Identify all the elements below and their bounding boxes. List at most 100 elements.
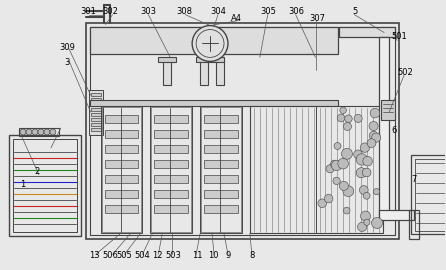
Bar xyxy=(90,26,395,235)
Bar xyxy=(154,175,188,183)
Text: 301: 301 xyxy=(81,7,97,16)
Bar xyxy=(9,135,81,237)
Bar xyxy=(409,210,419,239)
Text: 13: 13 xyxy=(89,251,100,260)
Text: 306: 306 xyxy=(289,7,305,16)
Text: 8: 8 xyxy=(249,251,255,260)
Bar xyxy=(90,100,339,106)
Bar xyxy=(158,58,176,62)
Circle shape xyxy=(337,114,345,122)
Bar xyxy=(200,60,208,85)
Circle shape xyxy=(26,129,32,135)
Bar xyxy=(381,100,395,120)
Circle shape xyxy=(38,129,44,135)
Text: 503: 503 xyxy=(165,251,181,260)
Text: 3: 3 xyxy=(64,58,70,67)
Circle shape xyxy=(363,192,370,199)
Text: 10: 10 xyxy=(208,251,218,260)
Circle shape xyxy=(333,177,340,185)
Bar xyxy=(154,115,188,123)
Circle shape xyxy=(356,154,368,165)
Circle shape xyxy=(364,219,370,225)
Circle shape xyxy=(370,108,380,118)
Bar xyxy=(154,160,188,168)
Text: 501: 501 xyxy=(391,32,407,41)
Bar xyxy=(89,90,103,135)
Bar xyxy=(339,26,395,36)
Circle shape xyxy=(369,122,378,131)
Circle shape xyxy=(367,139,376,147)
Bar xyxy=(105,190,138,198)
Text: 305: 305 xyxy=(260,7,276,16)
Circle shape xyxy=(20,129,26,135)
Bar xyxy=(201,107,241,232)
Text: 302: 302 xyxy=(103,7,119,16)
Circle shape xyxy=(339,181,348,190)
Circle shape xyxy=(192,26,228,61)
Circle shape xyxy=(359,185,368,194)
Text: 307: 307 xyxy=(310,14,326,23)
Text: 304: 304 xyxy=(210,7,226,16)
Bar xyxy=(91,113,101,116)
Text: 504: 504 xyxy=(135,251,150,260)
Text: 505: 505 xyxy=(117,251,132,260)
Bar xyxy=(379,210,414,220)
Bar xyxy=(204,190,238,198)
Circle shape xyxy=(50,129,56,135)
Bar xyxy=(91,108,101,111)
Text: 2: 2 xyxy=(34,167,40,176)
Text: 309: 309 xyxy=(59,43,75,52)
Text: 5: 5 xyxy=(353,7,358,16)
Text: 308: 308 xyxy=(176,7,192,16)
Bar xyxy=(163,60,171,85)
Bar xyxy=(19,128,59,136)
Circle shape xyxy=(358,222,367,231)
Text: 502: 502 xyxy=(397,68,413,77)
Bar xyxy=(200,106,242,234)
Circle shape xyxy=(334,143,341,150)
Circle shape xyxy=(369,131,378,140)
Bar xyxy=(204,130,238,138)
Text: 11: 11 xyxy=(192,251,202,260)
Circle shape xyxy=(372,133,381,142)
Bar xyxy=(154,130,188,138)
Circle shape xyxy=(360,211,371,221)
Circle shape xyxy=(32,129,38,135)
Bar xyxy=(101,106,142,234)
Bar xyxy=(150,106,192,234)
Text: 303: 303 xyxy=(140,7,157,16)
Bar xyxy=(204,160,238,168)
Text: 6: 6 xyxy=(392,126,397,134)
Bar xyxy=(13,139,77,232)
Bar xyxy=(105,115,138,123)
Bar xyxy=(415,159,446,231)
Bar xyxy=(204,145,238,153)
Circle shape xyxy=(338,158,348,169)
Bar xyxy=(379,36,389,215)
Text: A4: A4 xyxy=(231,14,243,23)
Circle shape xyxy=(373,188,380,195)
Bar xyxy=(154,205,188,212)
Circle shape xyxy=(363,156,372,166)
Circle shape xyxy=(343,123,351,130)
Bar xyxy=(105,145,138,153)
Bar xyxy=(91,93,101,96)
Circle shape xyxy=(362,168,371,177)
Circle shape xyxy=(324,194,333,203)
Circle shape xyxy=(343,186,354,197)
Circle shape xyxy=(372,217,383,228)
Bar xyxy=(216,60,224,85)
Circle shape xyxy=(343,207,350,214)
Bar xyxy=(102,107,141,232)
Bar xyxy=(91,123,101,126)
Bar xyxy=(105,130,138,138)
Bar xyxy=(91,98,101,101)
Text: 7: 7 xyxy=(411,175,417,184)
Bar xyxy=(91,103,101,106)
Bar xyxy=(196,58,224,62)
Bar xyxy=(411,155,446,234)
Bar xyxy=(151,107,191,232)
Circle shape xyxy=(345,115,352,123)
Bar xyxy=(204,205,238,212)
Bar xyxy=(204,115,238,123)
